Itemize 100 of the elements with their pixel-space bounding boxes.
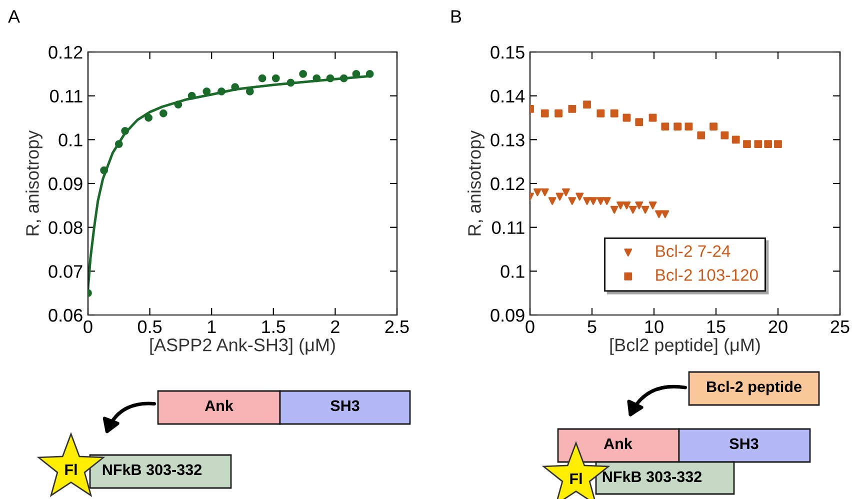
x-axis-title: [Bcl2 peptide] (μM) — [610, 338, 760, 355]
y-tick-label: 0.06 — [48, 308, 82, 322]
text: Ank — [604, 438, 632, 449]
point — [568, 197, 576, 205]
point — [218, 88, 226, 96]
point — [312, 74, 321, 82]
x-tick-label: 2 — [331, 320, 340, 333]
text: SH3 — [330, 400, 360, 412]
y-tick-label: 0.09 — [490, 308, 524, 322]
x-tick-label: 0.5 — [138, 320, 162, 334]
point — [635, 201, 644, 210]
x-tick-label: 1.5 — [262, 320, 286, 334]
text: Fl — [570, 472, 582, 484]
point — [533, 188, 542, 196]
x-tick-label: 0 — [84, 320, 92, 334]
point — [548, 197, 556, 205]
point — [174, 100, 182, 109]
point — [732, 136, 740, 144]
point — [589, 197, 598, 205]
text: Fl — [65, 464, 77, 475]
point — [299, 70, 308, 78]
text: Bcl-2 peptide — [707, 380, 802, 396]
x-tick-label: 2.5 — [385, 320, 409, 334]
x-tick-label: 10 — [645, 320, 664, 334]
point — [655, 210, 663, 218]
y-tick-label: 0.12 — [48, 46, 82, 59]
point — [635, 118, 644, 126]
point — [674, 122, 682, 130]
text: SH3 — [730, 438, 758, 450]
point — [231, 83, 240, 92]
y-tick-label: 0.12 — [490, 177, 524, 190]
point — [286, 78, 295, 87]
point — [596, 109, 605, 118]
x-axis-title: [ASPP2 Ank-SH3] (μM) — [150, 338, 335, 355]
point — [568, 105, 576, 113]
point — [340, 74, 348, 82]
x-tick-label: 15 — [707, 320, 726, 334]
text: Ank — [204, 400, 234, 411]
point — [540, 109, 549, 118]
y-axis-title: R, anisotropy — [468, 130, 484, 236]
y-tick-label: 0.14 — [490, 90, 525, 103]
point — [556, 192, 564, 201]
x-tick-label: 20 — [768, 320, 788, 334]
point — [684, 122, 693, 130]
point — [121, 126, 130, 135]
point — [144, 114, 153, 122]
point — [622, 201, 631, 210]
chart-title: A — [8, 10, 20, 23]
point — [159, 109, 168, 118]
y-axis-title: R, anisotropy — [26, 130, 42, 236]
x-tick-label: 25 — [830, 320, 850, 334]
point — [764, 140, 772, 148]
point — [628, 206, 637, 214]
y-tick-label: 0.1 — [500, 265, 524, 278]
y-tick-label: 0.1 — [58, 134, 82, 146]
point — [366, 70, 374, 78]
y-tick-label: 0.11 — [50, 90, 82, 103]
point — [258, 74, 266, 82]
point — [100, 166, 108, 174]
point — [754, 140, 762, 148]
point — [648, 201, 657, 210]
point — [540, 188, 549, 196]
point — [648, 114, 657, 122]
point — [602, 197, 611, 205]
point — [583, 100, 591, 109]
point — [114, 140, 123, 148]
point — [743, 140, 751, 148]
y-tick-label: 0.13 — [490, 134, 524, 146]
point — [616, 201, 624, 210]
point — [554, 109, 562, 118]
point — [326, 74, 334, 82]
y-tick-label: 0.07 — [48, 265, 82, 278]
point — [661, 210, 670, 218]
y-tick-label: 0.08 — [48, 221, 82, 234]
point — [661, 122, 670, 130]
point — [583, 197, 591, 205]
point — [610, 109, 618, 118]
point — [710, 122, 718, 130]
point — [610, 206, 618, 214]
point — [202, 88, 211, 96]
point — [576, 192, 584, 201]
y-tick-label: 0.15 — [490, 46, 524, 59]
y-tick-label: 0.11 — [492, 221, 524, 234]
point — [774, 140, 782, 148]
legend-label: Bcl-2 103-120 — [656, 268, 758, 281]
point — [188, 92, 196, 100]
x-tick-label: 5 — [588, 320, 596, 334]
y-tick-label: 0.09 — [48, 177, 82, 190]
text: NFkB 303-332 — [602, 470, 702, 482]
point — [596, 197, 605, 205]
point — [622, 114, 631, 122]
x-tick-label: 1 — [208, 320, 216, 333]
point — [720, 131, 729, 140]
chart-title: B — [451, 10, 462, 23]
x-tick-label: 0 — [526, 320, 534, 334]
point — [562, 188, 570, 196]
text: NFkB 303-332 — [102, 464, 202, 476]
point — [697, 131, 706, 140]
point — [246, 88, 254, 96]
point — [272, 74, 280, 82]
